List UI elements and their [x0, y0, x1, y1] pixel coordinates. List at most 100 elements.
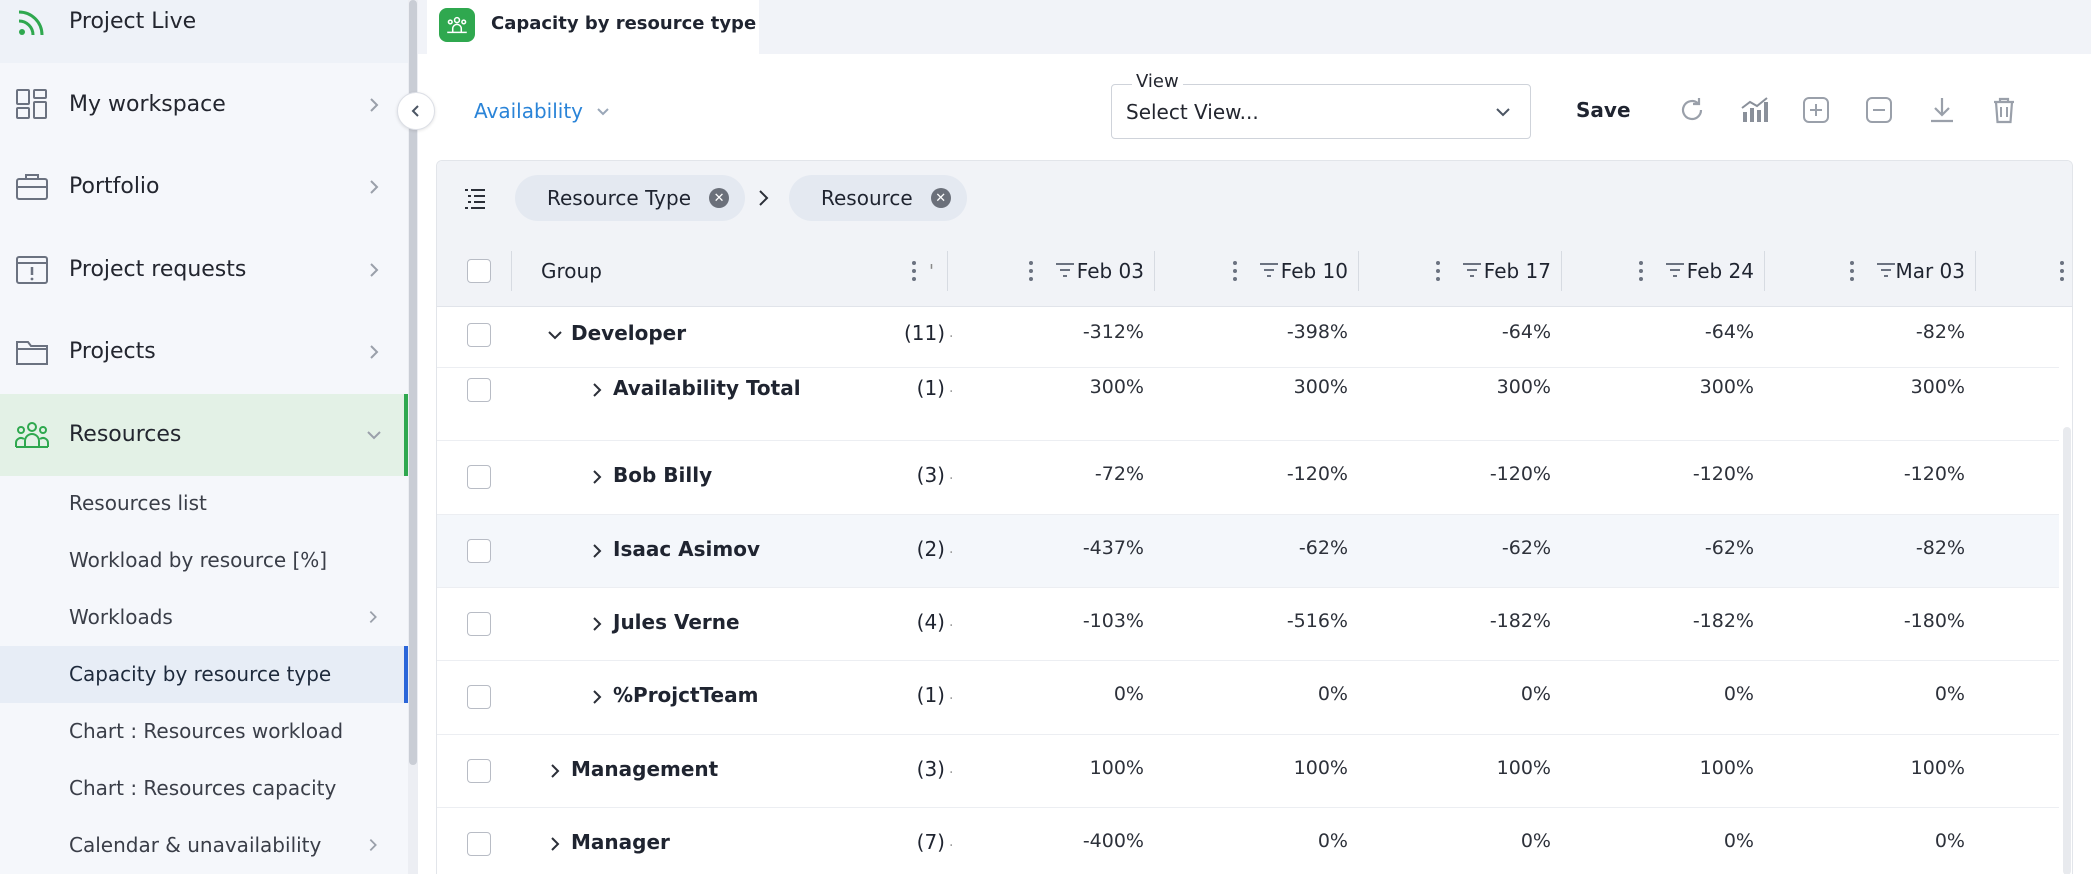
sidebar-subitem-resources-list[interactable]: Resources list	[0, 475, 408, 532]
row-checkbox[interactable]	[467, 378, 491, 402]
filter-icon[interactable]	[1664, 259, 1686, 281]
partial-cell: .	[949, 834, 954, 850]
date-column-header[interactable]: Feb 10	[1238, 235, 1348, 307]
row-checkbox[interactable]	[467, 323, 491, 347]
column-menu-icon[interactable]	[1435, 259, 1441, 283]
filter-icon[interactable]	[1875, 259, 1897, 281]
sidebar-scrollbar-thumb[interactable]	[409, 0, 417, 765]
chevron-right-icon[interactable]	[587, 467, 607, 487]
sidebar-subitem-chart-resources-workload[interactable]: Chart : Resources workload	[0, 703, 408, 760]
column-menu-icon[interactable]	[1232, 259, 1238, 283]
chevron-right-icon[interactable]	[587, 687, 607, 707]
table-row[interactable]: Bob Billy (3). -72% -120% -120% -120% -120%	[437, 441, 2059, 515]
collapse-sidebar-button[interactable]	[397, 92, 435, 130]
column-divider	[1561, 251, 1562, 291]
date-column-header[interactable]: Feb 17	[1441, 235, 1551, 307]
collapse-all-icon[interactable]	[1863, 94, 1895, 126]
chevron-right-icon[interactable]	[545, 834, 565, 854]
sidebar-scrollbar[interactable]	[408, 0, 418, 874]
capacity-cell: -516%	[1286, 610, 1348, 632]
capacity-cell: 300%	[1496, 376, 1551, 398]
filter-icon[interactable]	[1054, 259, 1076, 281]
tab-capacity-by-resource-type[interactable]: Capacity by resource type	[427, 0, 759, 54]
group-column-header[interactable]: Group	[541, 235, 602, 307]
sidebar-item-projects[interactable]: Projects	[0, 311, 408, 393]
capacity-cell: 100%	[1089, 757, 1144, 779]
row-checkbox[interactable]	[467, 539, 491, 563]
trash-icon[interactable]	[1988, 94, 2020, 126]
capacity-cell: -182%	[1692, 610, 1754, 632]
column-divider	[947, 251, 948, 291]
column-divider	[511, 251, 512, 291]
row-count: (4)	[916, 610, 945, 634]
filter-icon[interactable]	[1461, 259, 1483, 281]
group-chip-label: Resource Type	[547, 186, 692, 210]
table-row[interactable]: Developer (11). -312% -398% -64% -64% -82%	[437, 307, 2059, 368]
main-content: Capacity by resource type Availability V…	[418, 0, 2091, 874]
save-button[interactable]: Save	[1576, 98, 1631, 122]
sidebar-subitem-chart-resources-capacity[interactable]: Chart : Resources capacity	[0, 760, 408, 817]
sidebar-subitem-workloads[interactable]: Workloads	[0, 589, 408, 646]
table-row[interactable]: Availability Total (1). 300% 300% 300% 300% 30…	[437, 368, 2059, 441]
row-checkbox[interactable]	[467, 832, 491, 856]
capacity-cell: 0%	[1317, 830, 1348, 852]
sidebar-item-project-live[interactable]: Project Live	[0, 0, 408, 63]
table-row[interactable]: %ProjctTeam (1). 0% 0% 0% 0% 0%	[437, 661, 2059, 735]
chevron-left-icon	[411, 105, 419, 117]
expand-all-icon[interactable]	[1800, 94, 1832, 126]
row-checkbox[interactable]	[467, 759, 491, 783]
column-menu-icon[interactable]	[1849, 259, 1855, 283]
refresh-icon[interactable]	[1676, 94, 1708, 126]
remove-chip-icon[interactable]: ✕	[709, 188, 730, 208]
group-chip-resource[interactable]: Resource ✕	[789, 175, 967, 221]
chevron-right-icon[interactable]	[587, 541, 607, 561]
column-menu-icon[interactable]	[2059, 259, 2065, 283]
view-select[interactable]: View Select View...	[1111, 71, 1531, 139]
capacity-cell: 0%	[1934, 830, 1965, 852]
chart-icon[interactable]	[1738, 94, 1770, 126]
request-icon	[16, 256, 48, 284]
row-count: (3)	[916, 463, 945, 487]
table-row[interactable]: Jules Verne (4). -103% -516% -182% -182% -180%	[437, 588, 2059, 661]
download-icon[interactable]	[1926, 94, 1958, 126]
chevron-down-icon[interactable]	[545, 325, 565, 345]
sidebar-subitem-calendar-unavailability[interactable]: Calendar & unavailability	[0, 817, 408, 874]
remove-chip-icon[interactable]: ✕	[930, 188, 951, 208]
mode-dropdown[interactable]: Availability	[474, 99, 611, 123]
sidebar-item-project-requests[interactable]: Project requests	[0, 229, 408, 311]
sidebar-item-my-workspace[interactable]: My workspace	[0, 64, 408, 146]
column-menu-icon[interactable]	[911, 259, 917, 283]
filter-icon[interactable]	[1258, 259, 1280, 281]
table-row[interactable]: Isaac Asimov (2). -437% -62% -62% -62% -82%	[437, 515, 2059, 588]
date-column-header[interactable]: Feb 03	[1034, 235, 1144, 307]
group-list-icon[interactable]	[463, 187, 487, 209]
row-count: (11)	[903, 321, 945, 345]
chevron-right-icon[interactable]	[587, 380, 607, 400]
chevron-right-icon[interactable]	[587, 614, 607, 634]
table-row[interactable]: Manager (7). -400% 0% 0% 0% 0%	[437, 808, 2059, 874]
chevron-right-icon[interactable]	[545, 761, 565, 781]
row-checkbox[interactable]	[467, 685, 491, 709]
capacity-cell: -120%	[1692, 463, 1754, 485]
select-all-checkbox[interactable]	[467, 259, 491, 283]
row-checkbox[interactable]	[467, 465, 491, 489]
grid-scrollbar-thumb[interactable]	[2063, 427, 2071, 874]
table-row[interactable]: Management (3). 100% 100% 100% 100% 100%	[437, 735, 2059, 808]
column-divider	[1154, 251, 1155, 291]
capacity-cell: 300%	[1293, 376, 1348, 398]
group-chip-resource-type[interactable]: Resource Type ✕	[515, 175, 746, 221]
grid-scrollbar[interactable]	[2059, 307, 2072, 874]
column-menu-icon[interactable]	[1638, 259, 1644, 283]
date-column-header[interactable]: Mar 03	[1855, 235, 1965, 307]
column-menu-icon[interactable]	[1028, 259, 1034, 283]
capacity-cell: 300%	[1699, 376, 1754, 398]
date-column-header[interactable]: Feb 24	[1644, 235, 1754, 307]
partial-cell: .	[949, 761, 954, 777]
sidebar-item-resources[interactable]: Resources	[0, 394, 408, 476]
sidebar-subitem-workload-by-resource[interactable]: Workload by resource [%]	[0, 532, 408, 589]
sidebar-subitem-label: Workloads	[69, 605, 173, 629]
sidebar-subitem-label: Calendar & unavailability	[69, 833, 322, 857]
sidebar-item-portfolio[interactable]: Portfolio	[0, 146, 408, 228]
sidebar-subitem-capacity-by-resource-type[interactable]: Capacity by resource type	[0, 646, 408, 703]
row-checkbox[interactable]	[467, 612, 491, 636]
